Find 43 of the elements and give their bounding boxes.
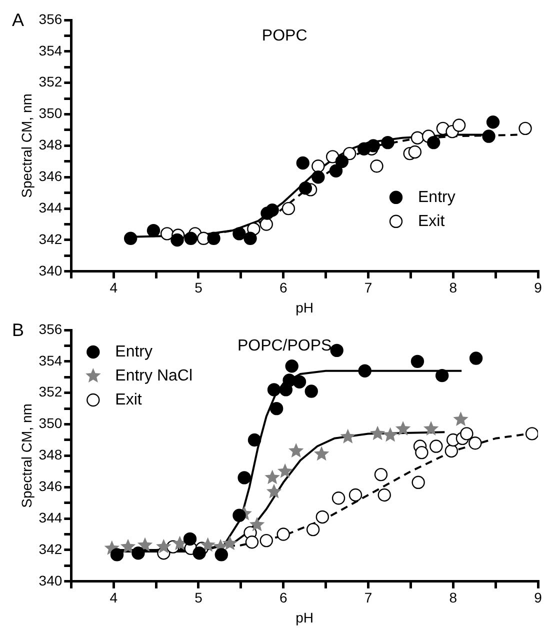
- x-tick-label: 6: [279, 590, 288, 606]
- y-tick-label: 348: [38, 136, 62, 153]
- x-tick-label: 8: [449, 590, 458, 606]
- text: B: [12, 320, 24, 340]
- y-tick-label: 342: [38, 230, 62, 247]
- x-tick-label: 4: [110, 590, 118, 606]
- x-tick-label: 9: [534, 280, 542, 296]
- y-tick-label: 354: [38, 352, 62, 368]
- y-tick-label: 340: [38, 572, 62, 588]
- x-tick-label: 6: [279, 280, 288, 296]
- legend-label: Entry: [115, 343, 152, 360]
- y-tick-label: 352: [38, 74, 62, 90]
- y-tick-label: 346: [38, 168, 62, 184]
- y-tick-label: 354: [38, 42, 62, 58]
- y-tick-label: 346: [38, 478, 62, 494]
- y-tick-label: 356: [38, 320, 62, 337]
- y-tick-label: 342: [38, 540, 62, 557]
- text: A: [12, 10, 24, 30]
- x-tick-label: 4: [110, 280, 118, 296]
- chart-title: POPC: [262, 27, 308, 44]
- x-axis-title: pH: [296, 609, 314, 626]
- legend-label: Entry: [418, 188, 456, 206]
- y-tick-label: 350: [38, 415, 62, 432]
- chart-title: POPC/POPS: [237, 337, 332, 354]
- y-tick-label: 356: [38, 10, 62, 27]
- x-tick-label: 7: [364, 280, 372, 296]
- legend-label: Exit: [115, 391, 142, 408]
- x-tick-label: 8: [449, 280, 458, 296]
- x-tick-label: 9: [534, 590, 542, 606]
- x-tick-label: 5: [194, 590, 203, 606]
- y-tick-label: 344: [38, 509, 62, 526]
- y-tick-label: 352: [38, 384, 62, 400]
- legend-label: Entry NaCl: [115, 367, 193, 384]
- y-tick-label: 344: [38, 199, 62, 216]
- y-tick-label: 340: [38, 262, 62, 278]
- legend-label: Exit: [418, 212, 446, 230]
- x-axis-title: pH: [296, 299, 314, 316]
- x-tick-label: 7: [364, 590, 372, 606]
- y-tick-label: 348: [38, 446, 62, 463]
- y-axis-title: Spectral CM, nm: [18, 404, 34, 508]
- y-tick-label: 350: [38, 105, 62, 122]
- x-tick-label: 5: [194, 280, 203, 296]
- y-axis-title: Spectral CM, nm: [18, 94, 34, 198]
